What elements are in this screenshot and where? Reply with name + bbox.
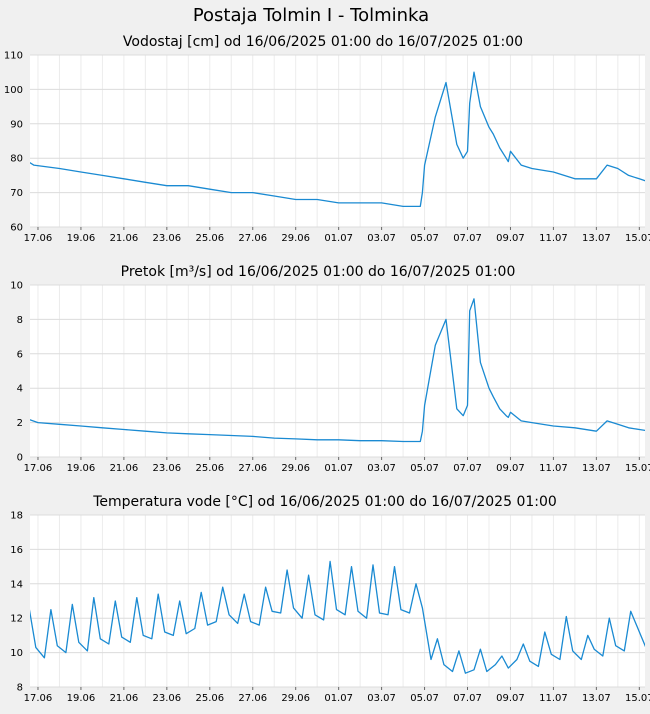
x-tick-label: 29.06 [281,233,310,244]
x-tick-label: 05.07 [410,693,439,704]
x-tick-label: 15.07 [625,693,650,704]
y-tick-label: 70 [10,188,23,199]
y-tick-label: 10 [10,281,23,292]
plot-area [30,285,645,457]
y-tick-label: 6 [17,349,23,360]
x-tick-label: 13.07 [582,463,611,474]
x-tick-label: 19.06 [67,693,96,704]
y-tick-label: 60 [10,223,23,234]
x-tick-label: 13.07 [582,693,611,704]
x-tick-label: 15.07 [625,233,650,244]
y-tick-label: 16 [10,545,23,556]
chart-title: Temperatura vode [°C] od 16/06/2025 01:0… [92,494,557,510]
x-tick-label: 23.06 [153,463,182,474]
y-tick-label: 90 [10,119,23,130]
x-tick-label: 05.07 [410,233,439,244]
chart-pretok: Pretok [m³/s] od 16/06/2025 01:00 do 16/… [10,264,650,474]
plot-area [30,515,645,687]
x-tick-label: 19.06 [67,463,96,474]
chart-vodostaj: Vodostaj [cm] od 16/06/2025 01:00 do 16/… [4,34,650,244]
x-tick-label: 23.06 [153,693,182,704]
x-tick-label: 25.06 [195,233,224,244]
x-tick-label: 01.07 [324,693,353,704]
x-tick-label: 07.07 [453,233,482,244]
y-tick-label: 14 [10,579,23,590]
y-tick-label: 0 [17,453,23,464]
x-tick-label: 17.06 [24,463,53,474]
x-tick-label: 03.07 [367,463,396,474]
x-tick-label: 25.06 [195,693,224,704]
x-tick-label: 17.06 [24,233,53,244]
x-tick-label: 01.07 [324,463,353,474]
plot-area [30,55,645,227]
y-tick-label: 18 [10,511,23,522]
x-tick-label: 21.06 [110,233,139,244]
x-tick-label: 17.06 [24,693,53,704]
y-tick-label: 80 [10,154,23,165]
x-tick-label: 21.06 [110,693,139,704]
y-tick-label: 100 [4,85,23,96]
x-tick-label: 29.06 [281,693,310,704]
x-tick-label: 03.07 [367,693,396,704]
y-tick-label: 110 [4,51,23,62]
x-tick-label: 19.06 [67,233,96,244]
x-tick-label: 21.06 [110,463,139,474]
x-tick-label: 11.07 [539,693,568,704]
y-tick-label: 8 [17,315,23,326]
x-tick-label: 07.07 [453,693,482,704]
x-tick-label: 09.07 [496,693,525,704]
x-tick-label: 09.07 [496,463,525,474]
y-tick-label: 12 [10,614,23,625]
chart-title: Vodostaj [cm] od 16/06/2025 01:00 do 16/… [123,34,523,50]
y-tick-label: 8 [17,683,23,694]
x-tick-label: 13.07 [582,233,611,244]
chart-temperatura: Temperatura vode [°C] od 16/06/2025 01:0… [10,494,650,704]
y-tick-label: 4 [17,384,23,395]
x-tick-label: 03.07 [367,233,396,244]
page-title: Postaja Tolmin I - Tolminka [193,5,429,26]
chart-title: Pretok [m³/s] od 16/06/2025 01:00 do 16/… [121,264,516,280]
x-tick-label: 23.06 [153,233,182,244]
x-tick-label: 11.07 [539,233,568,244]
x-tick-label: 27.06 [238,463,267,474]
x-tick-label: 15.07 [625,463,650,474]
x-tick-label: 27.06 [238,233,267,244]
x-tick-label: 11.07 [539,463,568,474]
x-tick-label: 07.07 [453,463,482,474]
x-tick-label: 05.07 [410,463,439,474]
x-tick-label: 01.07 [324,233,353,244]
x-tick-label: 29.06 [281,463,310,474]
y-tick-label: 2 [17,418,23,429]
x-tick-label: 27.06 [238,693,267,704]
x-tick-label: 09.07 [496,233,525,244]
x-tick-label: 25.06 [195,463,224,474]
y-tick-label: 10 [10,648,23,659]
